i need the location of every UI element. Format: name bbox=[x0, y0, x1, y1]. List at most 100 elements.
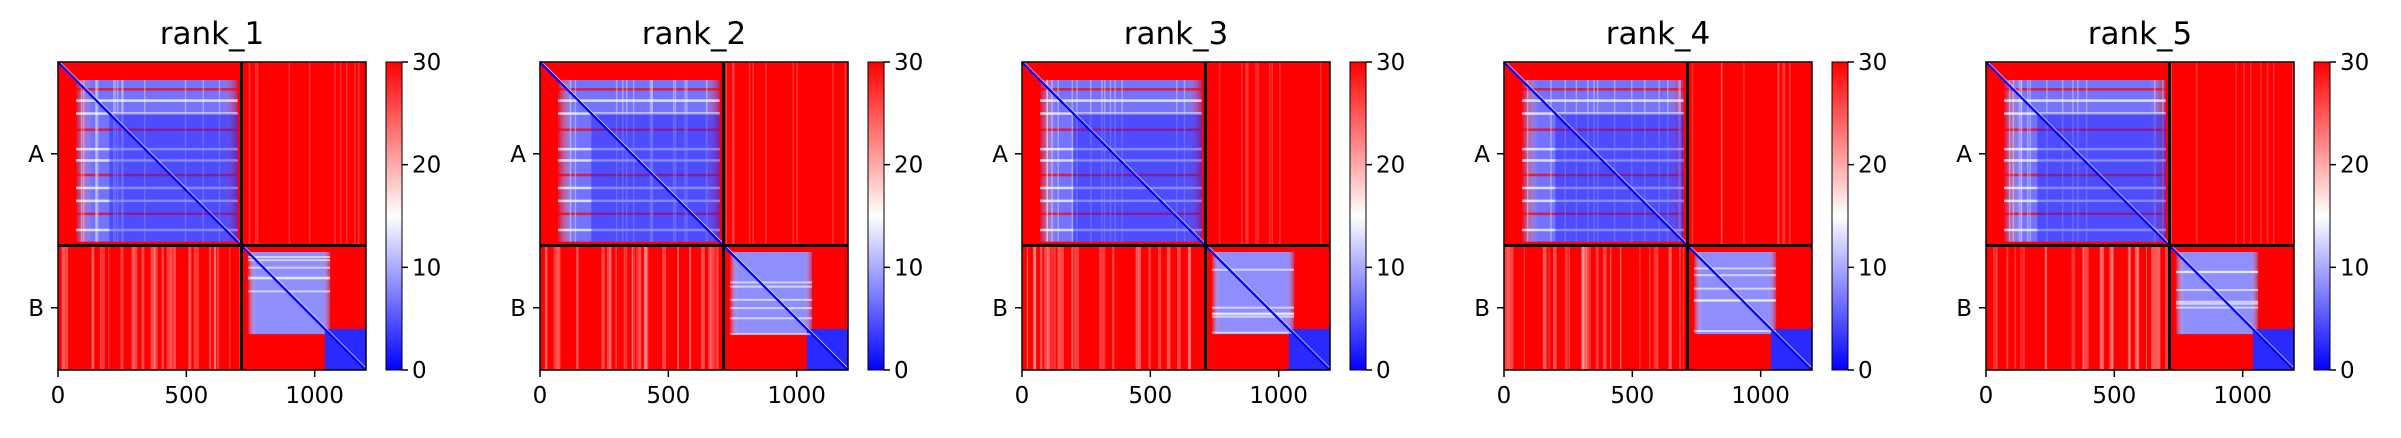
heatmap-stripe bbox=[1102, 245, 1106, 370]
block-a-vband bbox=[651, 79, 653, 242]
block-a-vband bbox=[80, 79, 83, 242]
heatmap-stripe bbox=[1564, 245, 1568, 370]
block-a-band bbox=[557, 99, 720, 102]
heatmap-stripe bbox=[623, 245, 628, 370]
block-a-vband bbox=[1678, 79, 1680, 242]
colorbar-tick-label: 0 bbox=[2340, 358, 2355, 384]
block-a-vband bbox=[1090, 79, 1092, 242]
heatmap-stripe bbox=[1074, 245, 1077, 370]
heatmap-stripe bbox=[1691, 62, 1694, 246]
block-a-band bbox=[75, 112, 238, 115]
plot-frame bbox=[57, 61, 367, 371]
block-a-band bbox=[1039, 212, 1202, 216]
block-a-vband bbox=[1071, 79, 1074, 242]
block-a-vband bbox=[706, 79, 708, 242]
block-a-vband bbox=[2072, 79, 2074, 242]
block-a-vband bbox=[684, 79, 686, 242]
heatmap-stripe bbox=[2128, 245, 2132, 370]
heatmap-stripe bbox=[254, 62, 257, 246]
block-a-vband bbox=[2077, 79, 2079, 242]
heatmap-stripe bbox=[1548, 245, 1550, 370]
block-b-band bbox=[2175, 289, 2259, 292]
block-a-vband bbox=[672, 79, 675, 242]
heatmap-stripe bbox=[1247, 62, 1249, 246]
heatmap-stripe bbox=[2164, 245, 2168, 370]
block-a-vband bbox=[2020, 79, 2023, 242]
heatmap-stripe bbox=[645, 245, 649, 370]
block-a-vband bbox=[2026, 79, 2029, 242]
block-a-vband bbox=[1109, 79, 1112, 242]
plot-frame bbox=[1985, 61, 2295, 371]
y-tick-label: A bbox=[992, 142, 1008, 168]
y-tick-label: A bbox=[1956, 142, 1972, 168]
heatmap-stripe bbox=[2151, 245, 2156, 370]
block-a-vband bbox=[2061, 79, 2064, 242]
block-a-vband bbox=[117, 79, 119, 242]
colorbar bbox=[2313, 61, 2331, 371]
block-a-band bbox=[557, 186, 720, 190]
heatmap-stripe bbox=[1099, 245, 1103, 370]
x-tick-label: 500 bbox=[1128, 383, 1172, 409]
heatmap-stripe bbox=[345, 62, 348, 246]
heatmap-stripe bbox=[701, 245, 705, 370]
block-a-band bbox=[1039, 186, 1202, 190]
heatmap-stripe bbox=[213, 245, 217, 370]
block-a-vband bbox=[1183, 79, 1186, 242]
block-a-vband bbox=[1575, 79, 1578, 242]
block-b-band bbox=[729, 281, 813, 284]
heatmap-stripe bbox=[1047, 245, 1049, 370]
colorbar-tick-label: 30 bbox=[1858, 50, 1887, 76]
heatmap-stripe bbox=[708, 245, 712, 370]
block-a-vband bbox=[651, 79, 653, 242]
heatmap-stripe bbox=[1046, 245, 1051, 370]
block-a-vband bbox=[113, 79, 115, 242]
heatmap-stripe bbox=[1241, 62, 1243, 246]
heatmap-stripe bbox=[709, 245, 714, 370]
heatmap-stripe bbox=[1639, 245, 1641, 370]
colorbar-tick-label: 0 bbox=[412, 358, 427, 384]
x-tick-label: 0 bbox=[1979, 383, 1994, 409]
block-a-vband bbox=[649, 79, 652, 242]
heatmap-stripe bbox=[101, 245, 105, 370]
colorbar-tick-label: 30 bbox=[894, 50, 923, 76]
y-tick-label: A bbox=[28, 142, 44, 168]
block-a-band bbox=[75, 128, 238, 131]
colorbar-tick-label: 10 bbox=[1858, 255, 1887, 281]
heatmap-stripe bbox=[2136, 245, 2140, 370]
block-a-left-edge bbox=[1986, 62, 2004, 242]
colorbar-tick-label: 30 bbox=[1376, 50, 1405, 76]
block-b-band bbox=[1211, 331, 1295, 334]
heatmap-stripe bbox=[2155, 245, 2158, 370]
heatmap-stripe bbox=[131, 245, 136, 370]
block-a-band bbox=[1521, 212, 1684, 216]
colorbar bbox=[1349, 61, 1367, 371]
block-a-vband bbox=[625, 79, 628, 242]
block-a-vband bbox=[1596, 79, 1599, 242]
block-a-band bbox=[1521, 88, 1684, 91]
heatmap-stripe bbox=[1507, 245, 1511, 370]
heatmap-stripe bbox=[1271, 62, 1274, 246]
heatmap-stripe bbox=[2292, 62, 2294, 246]
heatmap-stripe bbox=[644, 245, 648, 370]
heatmap-stripe bbox=[1039, 245, 1043, 370]
heatmap-stripe bbox=[1595, 245, 1599, 370]
heatmap-panel-3: rank_3 0 500 1000 A B 0 10 20 30 bbox=[992, 16, 1405, 409]
block-a-vband bbox=[2020, 79, 2022, 242]
y-tick-label: B bbox=[28, 296, 44, 322]
colorbar-tick-label: 0 bbox=[894, 358, 909, 384]
block-a-band bbox=[1521, 112, 1684, 115]
block-a-vband bbox=[1593, 79, 1595, 242]
plot-frame bbox=[539, 61, 849, 371]
heatmap-stripe bbox=[1568, 245, 1570, 370]
diagonal-highlight bbox=[1505, 61, 1813, 369]
heatmap-stripe bbox=[1743, 62, 1745, 246]
heatmap-stripe bbox=[731, 62, 734, 246]
block-a-band bbox=[2003, 186, 2166, 190]
block-a-left-edge bbox=[1504, 62, 1522, 242]
heatmap-stripe bbox=[1187, 245, 1191, 370]
block-a-band bbox=[2003, 173, 2166, 177]
block-b-band bbox=[729, 317, 813, 320]
block-b-band bbox=[247, 259, 331, 262]
heatmap-stripe bbox=[636, 245, 640, 370]
heatmap-stripe bbox=[2158, 245, 2161, 370]
